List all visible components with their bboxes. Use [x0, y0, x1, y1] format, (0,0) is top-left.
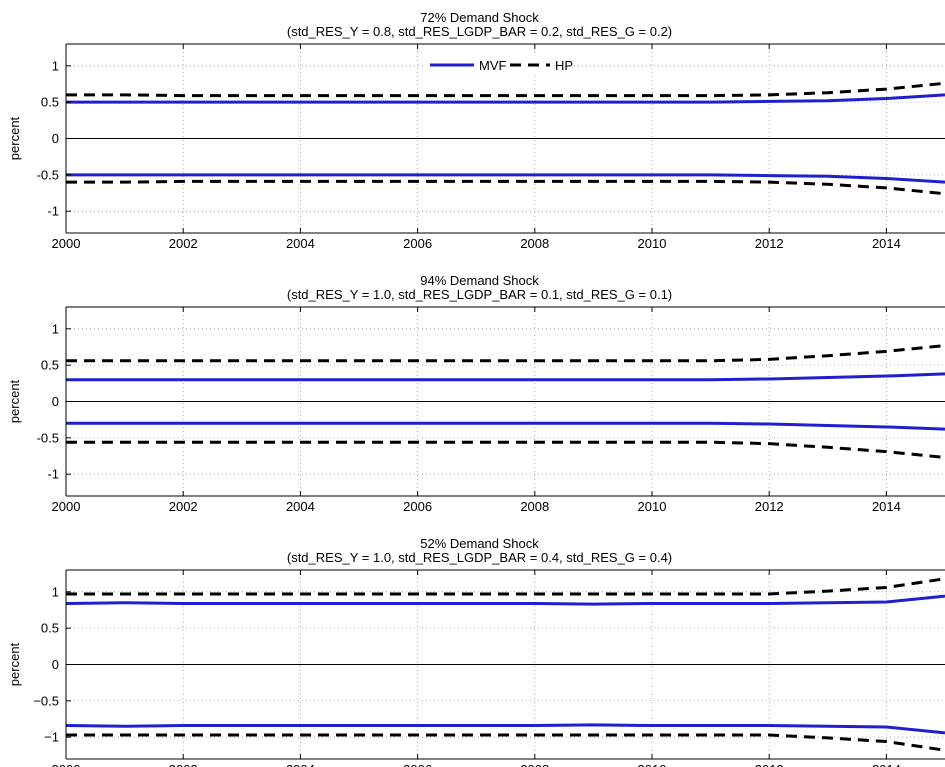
y-tick-label: 0.5	[41, 95, 59, 110]
y-tick-label: -1	[47, 204, 59, 219]
x-tick-label: 2006	[403, 236, 432, 251]
hp-line-4	[66, 179, 945, 196]
x-tick-label: 2002	[169, 499, 198, 514]
chart-panel-3: 52% Demand Shock(std_RES_Y = 1.0, std_RE…	[7, 536, 945, 767]
x-tick-label: 2008	[520, 236, 549, 251]
mvf-line-1	[66, 372, 945, 382]
y-tick-label: 0	[52, 131, 59, 146]
chart-title: 72% Demand Shock	[420, 10, 539, 25]
x-tick-label: 2000	[52, 762, 81, 767]
chart-title: 52% Demand Shock	[420, 536, 539, 551]
y-tick-label: -0.5	[37, 430, 59, 445]
y-tick-label: 1	[52, 58, 59, 73]
y-tick-label: 1	[52, 584, 59, 599]
y-axis-label: percent	[7, 379, 22, 423]
y-tick-label: −0.5	[33, 693, 59, 708]
hp-line-4	[66, 440, 945, 459]
legend: MVF HP	[424, 55, 573, 75]
y-tick-label: 0.5	[41, 358, 59, 373]
hp-line-4	[66, 733, 945, 752]
x-tick-label: 2014	[872, 762, 901, 767]
chart-subtitle: (std_RES_Y = 1.0, std_RES_LGDP_BAR = 0.4…	[287, 550, 672, 565]
x-tick-label: 2008	[520, 499, 549, 514]
x-tick-label: 2012	[755, 762, 784, 767]
y-tick-label: 0	[52, 657, 59, 672]
chart-panel-2: 94% Demand Shock(std_RES_Y = 1.0, std_RE…	[7, 273, 945, 514]
x-tick-label: 2006	[403, 762, 432, 767]
hp-line-3	[66, 81, 945, 98]
mvf-line-1	[65, 594, 945, 606]
x-tick-label: 2004	[286, 236, 315, 251]
x-tick-label: 2010	[638, 236, 667, 251]
x-tick-label: 2004	[286, 499, 315, 514]
y-tick-label: -0.5	[37, 167, 59, 182]
chart-subtitle: (std_RES_Y = 1.0, std_RES_LGDP_BAR = 0.1…	[287, 287, 672, 302]
x-tick-label: 2012	[755, 499, 784, 514]
x-tick-label: 2002	[169, 762, 198, 767]
mvf-line-1	[66, 93, 945, 104]
chart-subtitle: (std_RES_Y = 0.8, std_RES_LGDP_BAR = 0.2…	[287, 24, 672, 39]
mvf-line-2	[66, 421, 945, 431]
y-tick-label: 1	[52, 321, 59, 336]
mvf-line-2	[65, 723, 945, 735]
y-tick-label: -1	[47, 467, 59, 482]
x-tick-label: 2006	[403, 499, 432, 514]
hp-line-3	[66, 577, 945, 596]
x-tick-label: 2000	[52, 236, 81, 251]
mvf-line-2	[66, 173, 945, 184]
chart-panel-1: 72% Demand Shock(std_RES_Y = 0.8, std_RE…	[7, 10, 945, 251]
y-tick-label: 0.5	[41, 621, 59, 636]
x-tick-label: 2000	[52, 499, 81, 514]
x-tick-label: 2008	[520, 762, 549, 767]
legend-box	[424, 55, 554, 75]
y-axis-label: percent	[7, 642, 22, 686]
hp-line-3	[66, 344, 945, 363]
x-tick-label: 2010	[638, 762, 667, 767]
legend-hp-label: HP	[555, 58, 573, 73]
y-axis-label: percent	[7, 116, 22, 160]
x-tick-label: 2014	[872, 236, 901, 251]
x-tick-label: 2010	[638, 499, 667, 514]
y-tick-label: 0	[52, 394, 59, 409]
x-tick-label: 2002	[169, 236, 198, 251]
x-tick-label: 2004	[286, 762, 315, 767]
x-tick-label: 2012	[755, 236, 784, 251]
x-tick-label: 2014	[872, 499, 901, 514]
legend-mvf-label: MVF	[479, 58, 507, 73]
y-tick-label: −1	[44, 730, 59, 745]
chart-title: 94% Demand Shock	[420, 273, 539, 288]
